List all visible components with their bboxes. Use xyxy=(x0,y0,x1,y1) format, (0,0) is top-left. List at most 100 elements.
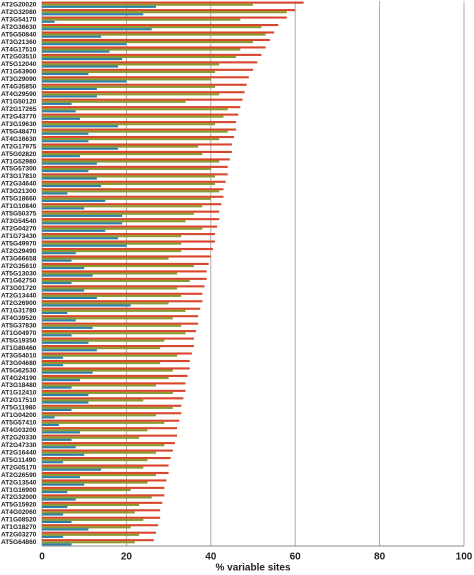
bar xyxy=(42,526,131,529)
bar xyxy=(42,541,135,544)
bar xyxy=(42,513,64,516)
bar xyxy=(42,80,127,83)
y-tick-label: AT1G04200 xyxy=(1,412,37,419)
bar xyxy=(42,362,161,365)
bar xyxy=(42,192,68,195)
y-tick-label: AT2G16440 xyxy=(1,449,37,456)
bar xyxy=(42,359,190,363)
bar xyxy=(42,162,97,165)
bar xyxy=(42,386,72,389)
bar xyxy=(42,438,72,441)
bar xyxy=(42,479,167,482)
bar xyxy=(42,356,64,359)
bar xyxy=(42,222,123,225)
bar xyxy=(42,31,275,34)
bar xyxy=(42,121,237,124)
bar xyxy=(42,76,249,79)
bar xyxy=(42,300,203,303)
bar xyxy=(42,431,80,434)
y-tick-label: AT2G04270 xyxy=(1,225,37,232)
bar xyxy=(42,250,182,253)
y-tick-label: AT1G80460 xyxy=(1,345,37,352)
bar xyxy=(42,434,178,437)
bar xyxy=(42,421,165,424)
bar xyxy=(42,207,85,210)
bar xyxy=(42,85,216,88)
bar xyxy=(42,38,270,42)
y-tick-label: AT1G50120 xyxy=(1,99,37,106)
bar xyxy=(42,18,241,21)
y-tick-label: AT3G54540 xyxy=(1,218,37,225)
bar xyxy=(42,496,152,499)
y-tick-label: AT1G04970 xyxy=(1,330,37,337)
bar xyxy=(42,65,118,68)
bar xyxy=(42,61,258,64)
bar xyxy=(42,474,156,477)
bar xyxy=(42,46,266,49)
bar xyxy=(42,436,140,439)
bar xyxy=(42,543,72,546)
bar xyxy=(42,376,169,380)
bar xyxy=(42,106,241,109)
bar xyxy=(42,155,80,158)
bar xyxy=(42,188,224,191)
bar xyxy=(42,274,93,277)
bar xyxy=(42,9,296,12)
bar xyxy=(42,72,89,76)
bar xyxy=(42,349,97,352)
y-tick-label: AT2G17265 xyxy=(1,106,37,113)
bar xyxy=(42,117,80,120)
y-tick-label: AT3G21360 xyxy=(1,39,37,46)
y-tick-label: AT5G18660 xyxy=(1,196,37,203)
y-tick-label: AT1G63900 xyxy=(1,69,37,76)
bar xyxy=(42,35,102,38)
y-tick-label: AT1G08520 xyxy=(1,517,37,524)
bar xyxy=(42,491,68,494)
bar xyxy=(42,304,131,307)
bar xyxy=(42,307,201,310)
bar xyxy=(42,516,161,519)
y-tick-label: AT3G01720 xyxy=(1,285,37,292)
bar xyxy=(42,5,156,8)
bar xyxy=(42,20,55,23)
bar xyxy=(42,505,68,509)
y-tick-label: AT4G35850 xyxy=(1,84,37,91)
bar xyxy=(42,195,224,198)
y-tick-label: AT2G03270 xyxy=(1,532,37,539)
bar xyxy=(42,113,239,116)
bar xyxy=(42,337,194,340)
bar xyxy=(42,175,216,178)
y-tick-label: AT4G29590 xyxy=(1,91,37,98)
bar xyxy=(42,317,173,320)
bar xyxy=(42,302,169,305)
bar xyxy=(42,3,253,6)
bar xyxy=(42,423,59,426)
y-tick-label: AT1G62750 xyxy=(1,278,37,285)
y-tick-label: AT1G16900 xyxy=(1,487,37,494)
y-tick-label: AT2G36630 xyxy=(1,24,37,31)
bar xyxy=(42,535,64,538)
bar xyxy=(42,382,186,385)
bar xyxy=(42,367,190,370)
y-tick-label: AT5G12040 xyxy=(1,61,37,68)
bar xyxy=(42,152,203,156)
bar xyxy=(42,332,186,335)
bar xyxy=(42,456,171,460)
y-tick-label: AT2G35610 xyxy=(1,263,37,270)
bar xyxy=(42,401,89,404)
bar xyxy=(42,391,173,395)
bar xyxy=(42,95,97,98)
y-tick-label: AT3G29090 xyxy=(1,76,37,83)
bar xyxy=(42,364,64,367)
bar xyxy=(42,70,216,73)
bar xyxy=(42,28,152,31)
bar xyxy=(42,397,184,400)
bar xyxy=(42,143,232,146)
bar xyxy=(42,408,72,412)
y-tick-label: AT2G20020 xyxy=(1,1,37,8)
bar xyxy=(42,528,89,531)
y-tick-label: AT5G49970 xyxy=(1,240,37,247)
bar xyxy=(42,311,68,314)
bar xyxy=(42,83,247,86)
bar xyxy=(42,165,228,168)
